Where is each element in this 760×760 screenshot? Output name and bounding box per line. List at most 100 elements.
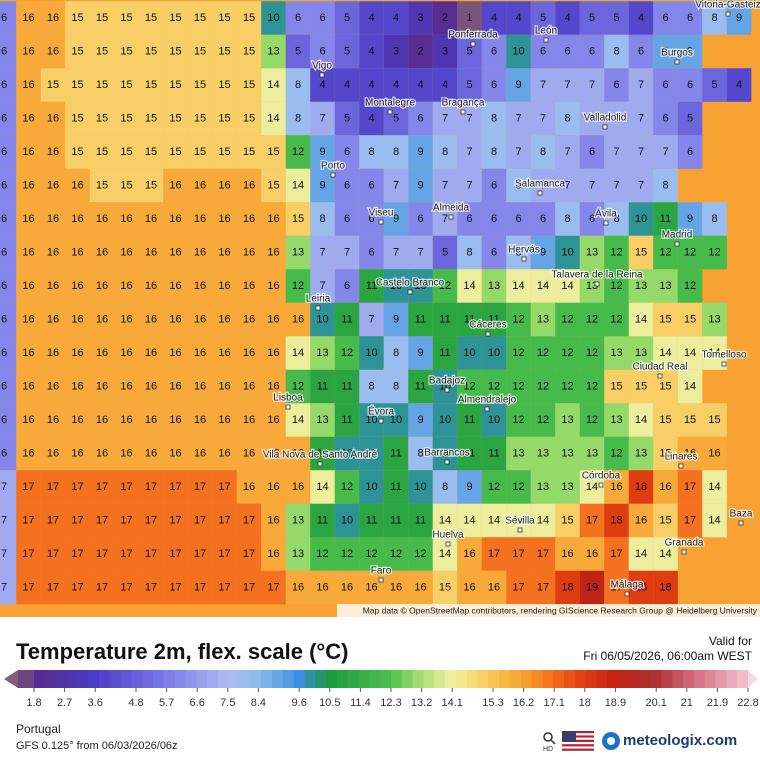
temperature-cell (481, 470, 507, 504)
zoom-icon[interactable] (543, 732, 553, 742)
temperature-value: 10 (341, 447, 353, 459)
temperature-value: 16 (71, 179, 83, 191)
temperature-cell (677, 34, 703, 69)
temperature-value: 7 (466, 112, 472, 124)
temperature-value: 16 (218, 213, 230, 225)
temperature-value: 1 (466, 12, 472, 24)
temperature-value: 17 (218, 481, 230, 493)
temperature-cell (212, 168, 237, 203)
temperature-cell (236, 135, 262, 169)
scale-tick-label: 6.6 (190, 697, 205, 709)
temperature-value: 17 (684, 481, 696, 493)
temperature-cell (16, 537, 41, 571)
temperature-value: 7 (564, 179, 570, 191)
temperature-value: 10 (439, 414, 451, 426)
temperature-value: 8 (442, 481, 448, 493)
city-label: Málaga (611, 580, 644, 591)
temperature-value: 8 (515, 246, 521, 258)
city-marker (517, 527, 523, 533)
temperature-cell (334, 470, 360, 504)
temperature-cell (628, 537, 654, 571)
temperature-cell (481, 570, 507, 605)
temperature-cell (555, 436, 580, 471)
temperature-cell (506, 537, 531, 571)
brand-name[interactable]: meteologix.com (623, 732, 737, 749)
temperature-value: 13 (292, 246, 304, 258)
temperature-cell (604, 302, 629, 337)
temperature-cell (212, 537, 237, 571)
temperature-cell (432, 436, 458, 471)
temperature-value: 6 (589, 45, 595, 57)
temperature-value: 17 (194, 581, 206, 593)
temperature-value: 12 (292, 280, 304, 292)
temperature-value: 12 (488, 380, 500, 392)
temperature-cell (359, 336, 384, 370)
temperature-cell (89, 369, 115, 404)
scale-swatch (163, 670, 176, 688)
temperature-value: 13 (537, 313, 549, 325)
temperature-value: 13 (561, 447, 573, 459)
temperature-cell (677, 403, 703, 437)
temperature-cell (457, 235, 482, 270)
temperature-value: 6 (1, 414, 7, 426)
temperature-cell (481, 101, 507, 136)
temperature-cell (187, 537, 213, 571)
temperature-cell (65, 202, 90, 236)
temperature-value: 6 (491, 179, 497, 191)
temperature-value: 16 (120, 414, 132, 426)
temperature-cell (0, 168, 17, 203)
temperature-value: 12 (341, 347, 353, 359)
temperature-value: 16 (365, 581, 377, 593)
temperature-value: 7 (564, 146, 570, 158)
temperature-value: 16 (22, 45, 34, 57)
temperature-cell (138, 570, 164, 605)
temperature-cell (285, 436, 311, 471)
temperature-value: 11 (390, 447, 401, 459)
temperature-value: 6 (344, 213, 350, 225)
hd-label[interactable]: HD (543, 746, 553, 753)
temperature-cell (653, 1, 678, 35)
temperature-cell (457, 537, 482, 571)
temperature-value: 15 (659, 414, 671, 426)
temperature-value: 16 (194, 179, 206, 191)
temperature-value: 11 (464, 313, 475, 325)
temperature-cell (506, 202, 531, 236)
temperature-value: 9 (417, 179, 423, 191)
temperature-cell (89, 403, 115, 437)
temperature-value: 16 (71, 313, 83, 325)
temperature-cell (530, 101, 556, 136)
temperature-value: 16 (22, 179, 34, 191)
temperature-cell (16, 34, 41, 69)
temperature-cell (212, 1, 237, 35)
temperature-value: 16 (341, 581, 353, 593)
temperature-cell (0, 235, 17, 270)
temperature-value: 7 (564, 79, 570, 91)
temperature-value: 16 (243, 313, 255, 325)
temperature-value: 4 (638, 12, 644, 24)
temperature-value: 17 (120, 481, 132, 493)
scale-swatch (304, 670, 316, 688)
temperature-value: 6 (295, 12, 301, 24)
temperature-value: 14 (586, 481, 598, 493)
temperature-value: 4 (368, 79, 374, 91)
temperature-value: 10 (414, 481, 426, 493)
us-flag[interactable] (562, 731, 594, 751)
temperature-cell (702, 302, 727, 337)
temperature-value: 12 (463, 380, 475, 392)
temperature-cell (457, 470, 482, 504)
temperature-cell (481, 68, 507, 102)
temperature-cell (261, 302, 286, 337)
city-label: Tomelloso (701, 350, 746, 361)
temperature-cell (604, 1, 629, 35)
temperature-value: 9 (417, 414, 423, 426)
temperature-cell (285, 101, 311, 136)
scale-swatch (704, 670, 717, 688)
temperature-value: 10 (463, 347, 475, 359)
temperature-value: 9 (515, 79, 521, 91)
temperature-cell (16, 235, 41, 270)
temperature-value: 16 (169, 246, 181, 258)
temperature-cell (579, 1, 605, 35)
temperature-value: 7 (466, 179, 472, 191)
city-label: Cáceres (469, 320, 506, 331)
temperature-cell (163, 101, 188, 136)
